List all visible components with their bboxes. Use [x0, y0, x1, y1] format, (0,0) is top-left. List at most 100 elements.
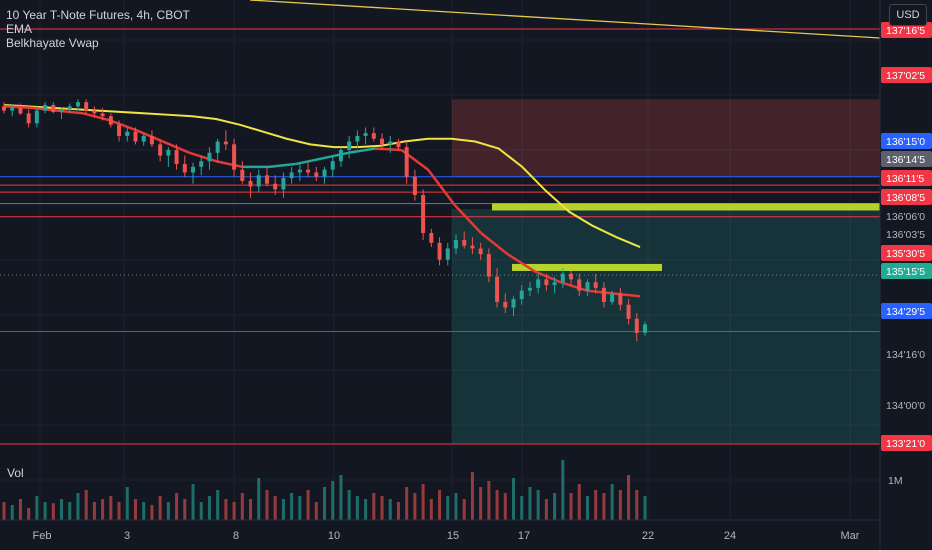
price-tag	[881, 245, 932, 261]
candle	[108, 116, 113, 125]
volume-bar	[150, 505, 154, 520]
volume-bar	[339, 475, 343, 520]
candle	[569, 273, 574, 280]
volume-bar	[479, 487, 483, 520]
volume-bar	[544, 499, 548, 520]
candle	[84, 102, 89, 111]
volume-bar	[429, 499, 433, 520]
time-label: 8	[233, 530, 239, 542]
volume-bar	[536, 490, 540, 520]
vwap-segment	[586, 289, 614, 295]
symbol-title[interactable]: 10 Year T-Note Futures, 4h, CBOT	[6, 8, 190, 22]
volume-bar	[191, 484, 195, 520]
volume-bar	[421, 484, 425, 520]
volume-bar	[51, 503, 55, 520]
vwap-segment	[321, 151, 349, 160]
volume-bar	[117, 502, 121, 520]
candle	[281, 178, 286, 190]
candle	[396, 141, 401, 148]
candle	[166, 149, 171, 156]
candle	[585, 282, 590, 291]
candle	[445, 248, 450, 260]
vwap-segment	[533, 269, 561, 284]
volume-bar	[142, 502, 146, 520]
volume-bar	[602, 493, 606, 520]
candle	[67, 106, 72, 110]
candle	[462, 240, 467, 246]
vwap-segment	[374, 147, 402, 152]
volume-bar	[323, 487, 326, 520]
candle	[437, 242, 442, 260]
price-label: 136'14'5	[886, 154, 925, 166]
time-label: Feb	[33, 530, 52, 542]
candle	[380, 138, 385, 145]
candle	[527, 287, 532, 291]
candle	[256, 175, 261, 187]
volume-bar	[512, 478, 516, 520]
volume-indicator-label[interactable]: Vol	[7, 466, 24, 480]
price-label: 136'15'0	[886, 136, 925, 148]
price-tag	[881, 67, 932, 83]
volume-bar	[569, 493, 573, 520]
yellow-zone	[492, 203, 880, 211]
volume-bar	[224, 499, 228, 520]
volume-bar	[585, 496, 589, 520]
time-label: 22	[642, 530, 654, 542]
time-label: 24	[724, 530, 736, 542]
candle	[404, 147, 409, 177]
time-label: 15	[447, 530, 459, 542]
candle	[634, 318, 639, 333]
vwap-segment	[3, 105, 31, 110]
candle	[363, 133, 368, 136]
indicator-vwap[interactable]: Belkhayate Vwap	[6, 36, 99, 50]
candle	[207, 152, 212, 162]
candle	[601, 287, 606, 302]
price-label: 134'29'5	[886, 306, 925, 318]
candle	[355, 135, 360, 142]
volume-bar	[577, 484, 581, 520]
price-label: 133'21'0	[886, 438, 925, 450]
candle	[421, 195, 426, 233]
candle	[560, 273, 565, 283]
volume-bar	[125, 487, 129, 520]
price-tag	[881, 189, 932, 205]
candle	[412, 176, 417, 195]
ema-line	[3, 103, 641, 248]
candle	[75, 102, 80, 107]
vwap-line	[3, 105, 641, 298]
volume-bar	[183, 499, 187, 520]
candle	[158, 144, 163, 156]
candle	[117, 124, 122, 136]
candle	[643, 324, 647, 333]
volume-bar	[553, 493, 557, 520]
volume-bar	[18, 499, 22, 520]
volume-bar	[396, 502, 400, 520]
volume-bar	[92, 502, 96, 520]
volume-bar	[290, 493, 294, 520]
price-label: 136'11'5	[886, 173, 924, 185]
volume-bar	[618, 490, 622, 520]
indicator-ema[interactable]: EMA	[6, 22, 33, 36]
price-label: 137'16'5	[886, 25, 925, 37]
candle	[388, 141, 393, 145]
candle	[240, 169, 245, 181]
candle	[330, 161, 335, 170]
price-label: 135'30'5	[886, 248, 925, 260]
candle	[289, 172, 294, 179]
candle	[51, 104, 56, 112]
volume-bar	[561, 460, 565, 520]
candles	[2, 99, 647, 342]
volume-bar	[43, 502, 47, 520]
candle	[26, 113, 31, 124]
candle	[100, 113, 105, 117]
price-label: 136'03'5	[886, 229, 925, 241]
currency-button[interactable]: USD	[889, 4, 927, 26]
volume-bar	[207, 496, 211, 520]
candle	[18, 107, 23, 114]
candle	[306, 169, 311, 173]
candle	[511, 299, 516, 308]
vwap-segment	[453, 203, 482, 234]
vwap-segment	[427, 168, 456, 206]
candle	[133, 131, 138, 142]
